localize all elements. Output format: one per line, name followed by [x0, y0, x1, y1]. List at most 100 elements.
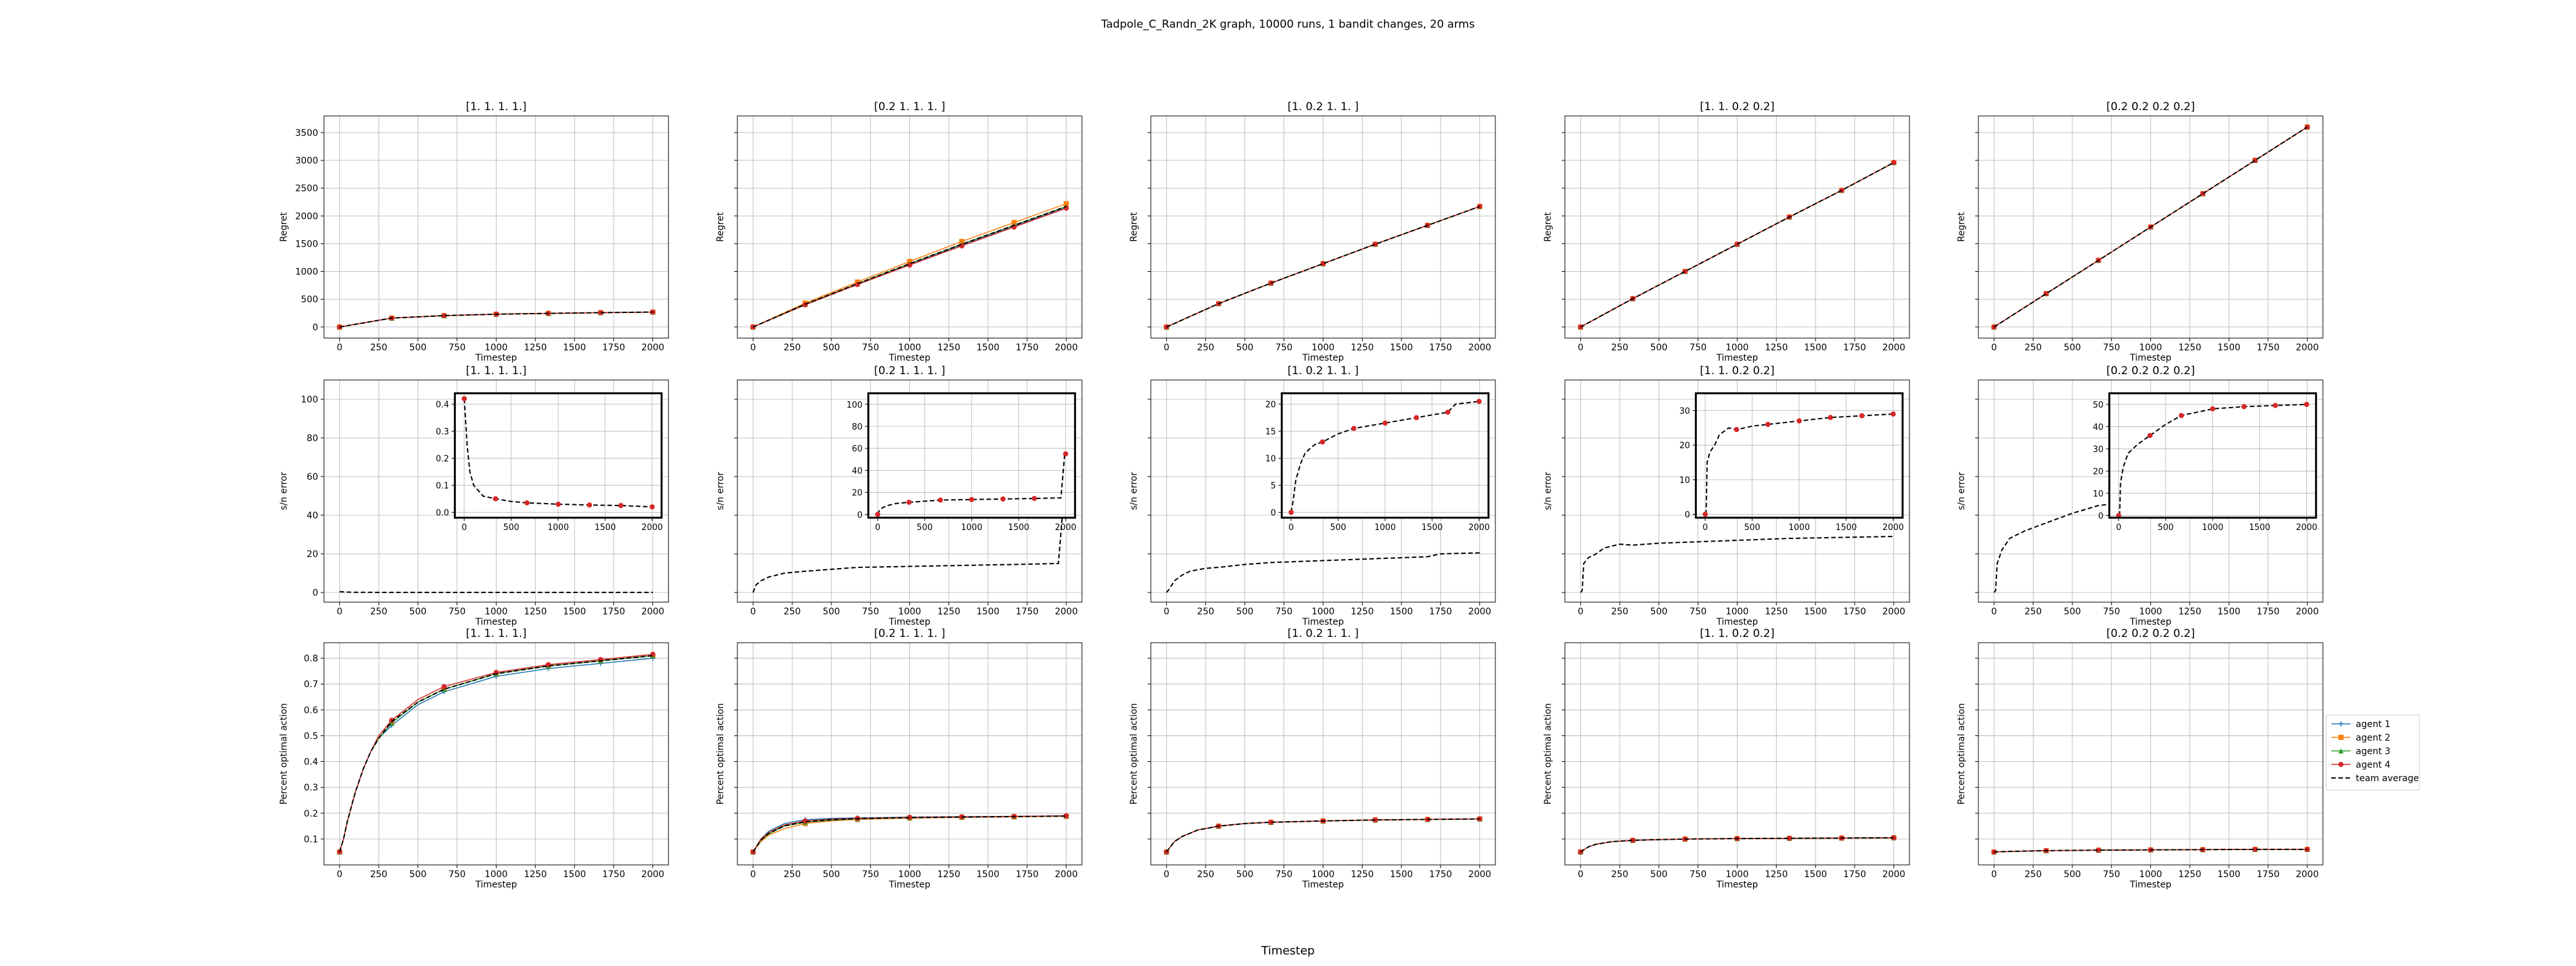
y-tick-label: 1500 [295, 239, 318, 249]
inset-series-group [1288, 399, 1482, 515]
y-tick-label: 30 [1680, 407, 1690, 417]
series-group [1578, 835, 1897, 855]
x-tick-label: 2000 [2296, 523, 2317, 533]
subplot-title: [1. 1. 1. 1.] [466, 627, 526, 640]
plot-frame [1564, 115, 1910, 339]
x-tick-label: 1750 [1016, 607, 1039, 617]
x-tick-label: 250 [1197, 869, 1215, 880]
x-tick-label: 0 [462, 523, 467, 533]
legend-label: agent 2 [2356, 733, 2391, 743]
inset-data-point [524, 500, 530, 506]
y-tick-label: 0 [312, 588, 318, 598]
inset-data-point [2147, 433, 2153, 439]
inset-frame [453, 392, 663, 519]
subplot-r2-c3: 0 250 500 750 1000 1250 1500 1750 2000 [1. 1. 0.2… [1543, 627, 1910, 890]
x-tick-label: 1250 [937, 607, 960, 617]
x-axis-label: Timestep [475, 353, 517, 363]
inset-data-point [1445, 410, 1451, 415]
x-tick-label: 500 [2064, 607, 2081, 617]
series-line-team-average [1166, 552, 1480, 593]
x-tick-label: 750 [862, 607, 879, 617]
x-tick-label: 250 [1197, 607, 1215, 617]
x-tick-label: 1500 [1008, 523, 1029, 533]
plot-frame [737, 115, 1083, 339]
y-axis-label: Percent optimal action [1129, 703, 1139, 805]
y-tick-label: 2500 [295, 184, 318, 194]
subplot-title: [1. 0.2 1. 1. ] [1287, 627, 1359, 640]
plot-frame [1564, 642, 1910, 866]
x-tick-label: 1250 [2178, 343, 2201, 353]
y-tick-label: 2000 [295, 211, 318, 222]
x-tick-label: 1250 [1350, 869, 1374, 880]
x-tick-label: 1250 [2178, 869, 2201, 880]
inset-data-point [2304, 401, 2309, 407]
series-line-team-average [1290, 401, 1479, 513]
x-tick-label: 2000 [1468, 523, 1490, 533]
series-line-team-average [1704, 413, 1893, 515]
y-tick-label: 40 [307, 511, 318, 521]
x-tick-label: 1500 [1390, 607, 1413, 617]
x-tick-label: 1000 [1726, 869, 1749, 880]
x-tick-label: 1500 [563, 343, 586, 353]
series-group [1166, 552, 1480, 593]
plot-frame [1564, 379, 1910, 603]
x-tick-label: 0 [1578, 869, 1584, 880]
inset-plot: 0 500 1000 1500 2000 0 5 10 15 20 [1265, 392, 1490, 533]
x-tick-label: 1500 [976, 607, 999, 617]
x-tick-label: 1250 [937, 869, 960, 880]
x-tick-label: 750 [862, 869, 879, 880]
data-point-agent-4 [1268, 819, 1274, 825]
x-tick-label: 0 [750, 607, 756, 617]
y-tick-label: 3000 [295, 156, 318, 166]
inset-data-point [1476, 399, 1482, 404]
plot-frame [1150, 642, 1496, 866]
subplot-r2-c4: 0 250 500 750 1000 1250 1500 1750 2000 [0.2 0.2 0… [1956, 627, 2324, 890]
inset-data-point [555, 501, 561, 507]
x-tick-label: 250 [2025, 607, 2042, 617]
inset-data-point [969, 497, 974, 502]
x-tick-label: 1250 [1765, 343, 1788, 353]
y-axis-label: Regret [1129, 212, 1139, 242]
inset-plot: 0 500 1000 1500 2000 0.0 0.1 0.2 0.3 0.4 [436, 392, 663, 533]
x-tick-label: 1750 [1016, 343, 1039, 353]
subplot-title: [1. 1. 1. 1.] [466, 365, 526, 377]
subplot-r0-c2: 0 250 500 750 1000 1250 1500 1750 2000 [1. 0.2 1.… [1129, 100, 1496, 363]
inset-data-point [1351, 426, 1357, 431]
x-axis-label: Timestep [475, 617, 517, 627]
inset-data-point [1382, 420, 1388, 426]
data-point-agent-4 [598, 310, 603, 316]
y-axis-label: Percent optimal action [1956, 703, 1967, 805]
subplot-title: [1. 1. 0.2 0.2] [1700, 627, 1775, 640]
y-tick-label: 0.2 [304, 809, 318, 819]
legend-label: agent 1 [2356, 719, 2391, 730]
x-tick-label: 1000 [2202, 523, 2223, 533]
x-tick-label: 500 [1236, 607, 1254, 617]
x-tick-label: 2000 [1468, 869, 1492, 880]
subplot-r1-c4: 0 250 500 750 1000 1250 1500 1750 2000[0.2 0.2 0… [1956, 365, 2324, 627]
y-tick-label: 1000 [295, 267, 318, 278]
subplot-r2-c0: 0 250 500 750 1000 1250 1500 1750 2000 0.1 0.2 0.3 0… [279, 627, 669, 890]
x-tick-label: 250 [370, 343, 388, 353]
x-tick-label: 0 [1164, 869, 1170, 880]
x-tick-label: 750 [1689, 607, 1707, 617]
x-tick-label: 1000 [1374, 523, 1396, 533]
x-tick-label: 0 [750, 869, 756, 880]
inset-data-point [1796, 418, 1802, 424]
x-tick-label: 500 [823, 343, 840, 353]
x-tick-label: 500 [1651, 343, 1668, 353]
x-tick-label: 0 [1164, 343, 1170, 353]
x-tick-label: 0 [337, 607, 343, 617]
x-tick-label: 2000 [641, 523, 663, 533]
x-tick-label: 500 [503, 523, 519, 533]
x-tick-label: 750 [1689, 869, 1707, 880]
y-tick-label: 0.2 [436, 455, 450, 464]
plot-frame [1978, 379, 2324, 603]
x-tick-label: 1000 [1726, 343, 1749, 353]
x-tick-label: 250 [1611, 607, 1629, 617]
inset-data-point [875, 511, 880, 517]
x-tick-label: 500 [2064, 343, 2081, 353]
x-tick-label: 500 [1236, 869, 1254, 880]
x-tick-label: 1250 [937, 343, 960, 353]
x-tick-label: 1500 [563, 869, 586, 880]
y-axis-label: s/n error [279, 472, 289, 510]
